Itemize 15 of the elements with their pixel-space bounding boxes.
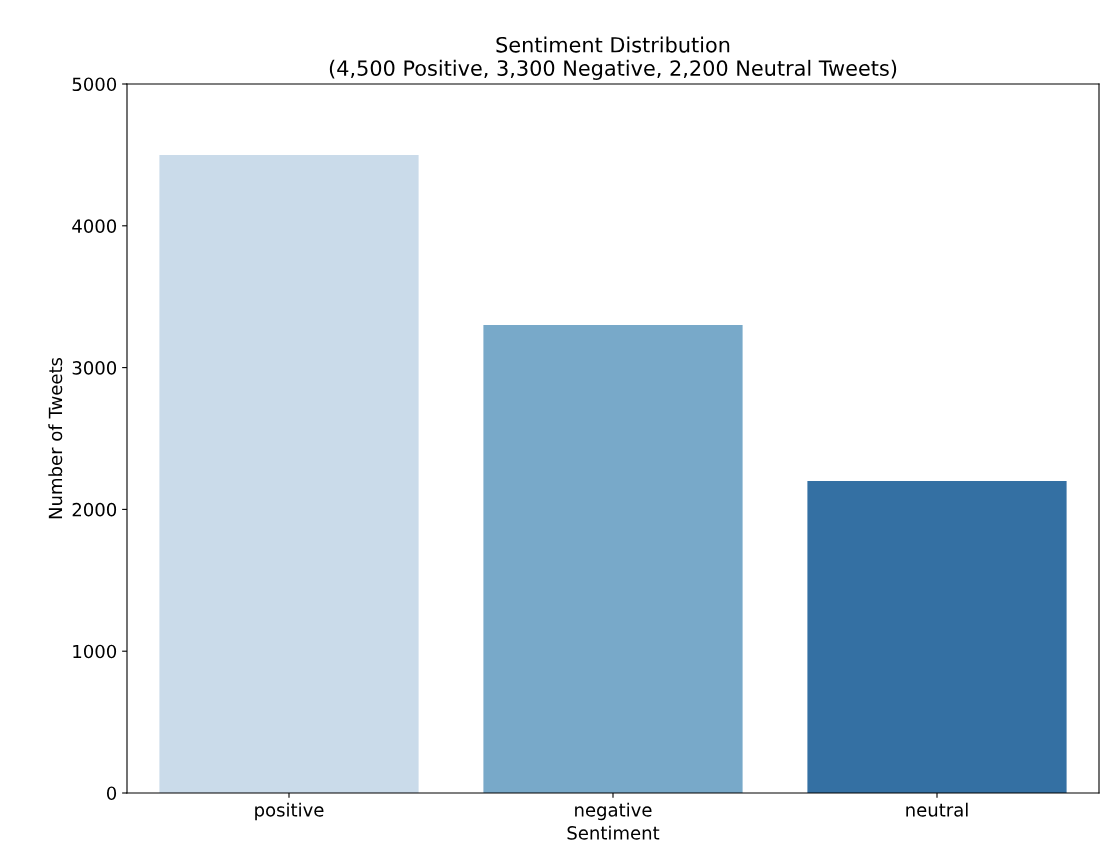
bar bbox=[483, 325, 743, 793]
y-tick-label: 3000 bbox=[72, 361, 117, 375]
bar bbox=[807, 481, 1067, 793]
x-axis-title: Sentiment bbox=[567, 825, 660, 840]
y-tick-label: 5000 bbox=[72, 77, 117, 92]
x-tick-label: neutral bbox=[906, 802, 968, 817]
x-tick-label: positive bbox=[255, 802, 324, 821]
y-axis-title: Number of Tweets bbox=[48, 357, 63, 519]
chart-title: Sentiment Distribution (4,500 Positive, 3,300 Negative, 2,200 Neutral Tweets) bbox=[329, 36, 897, 80]
bar bbox=[159, 154, 419, 793]
y-tick-label: 2000 bbox=[72, 502, 117, 517]
y-tick-label: 4000 bbox=[72, 219, 117, 233]
x-tick-label: negative bbox=[575, 802, 652, 821]
y-tick-label: 1000 bbox=[73, 644, 117, 659]
y-tick-label: 0 bbox=[106, 786, 117, 801]
